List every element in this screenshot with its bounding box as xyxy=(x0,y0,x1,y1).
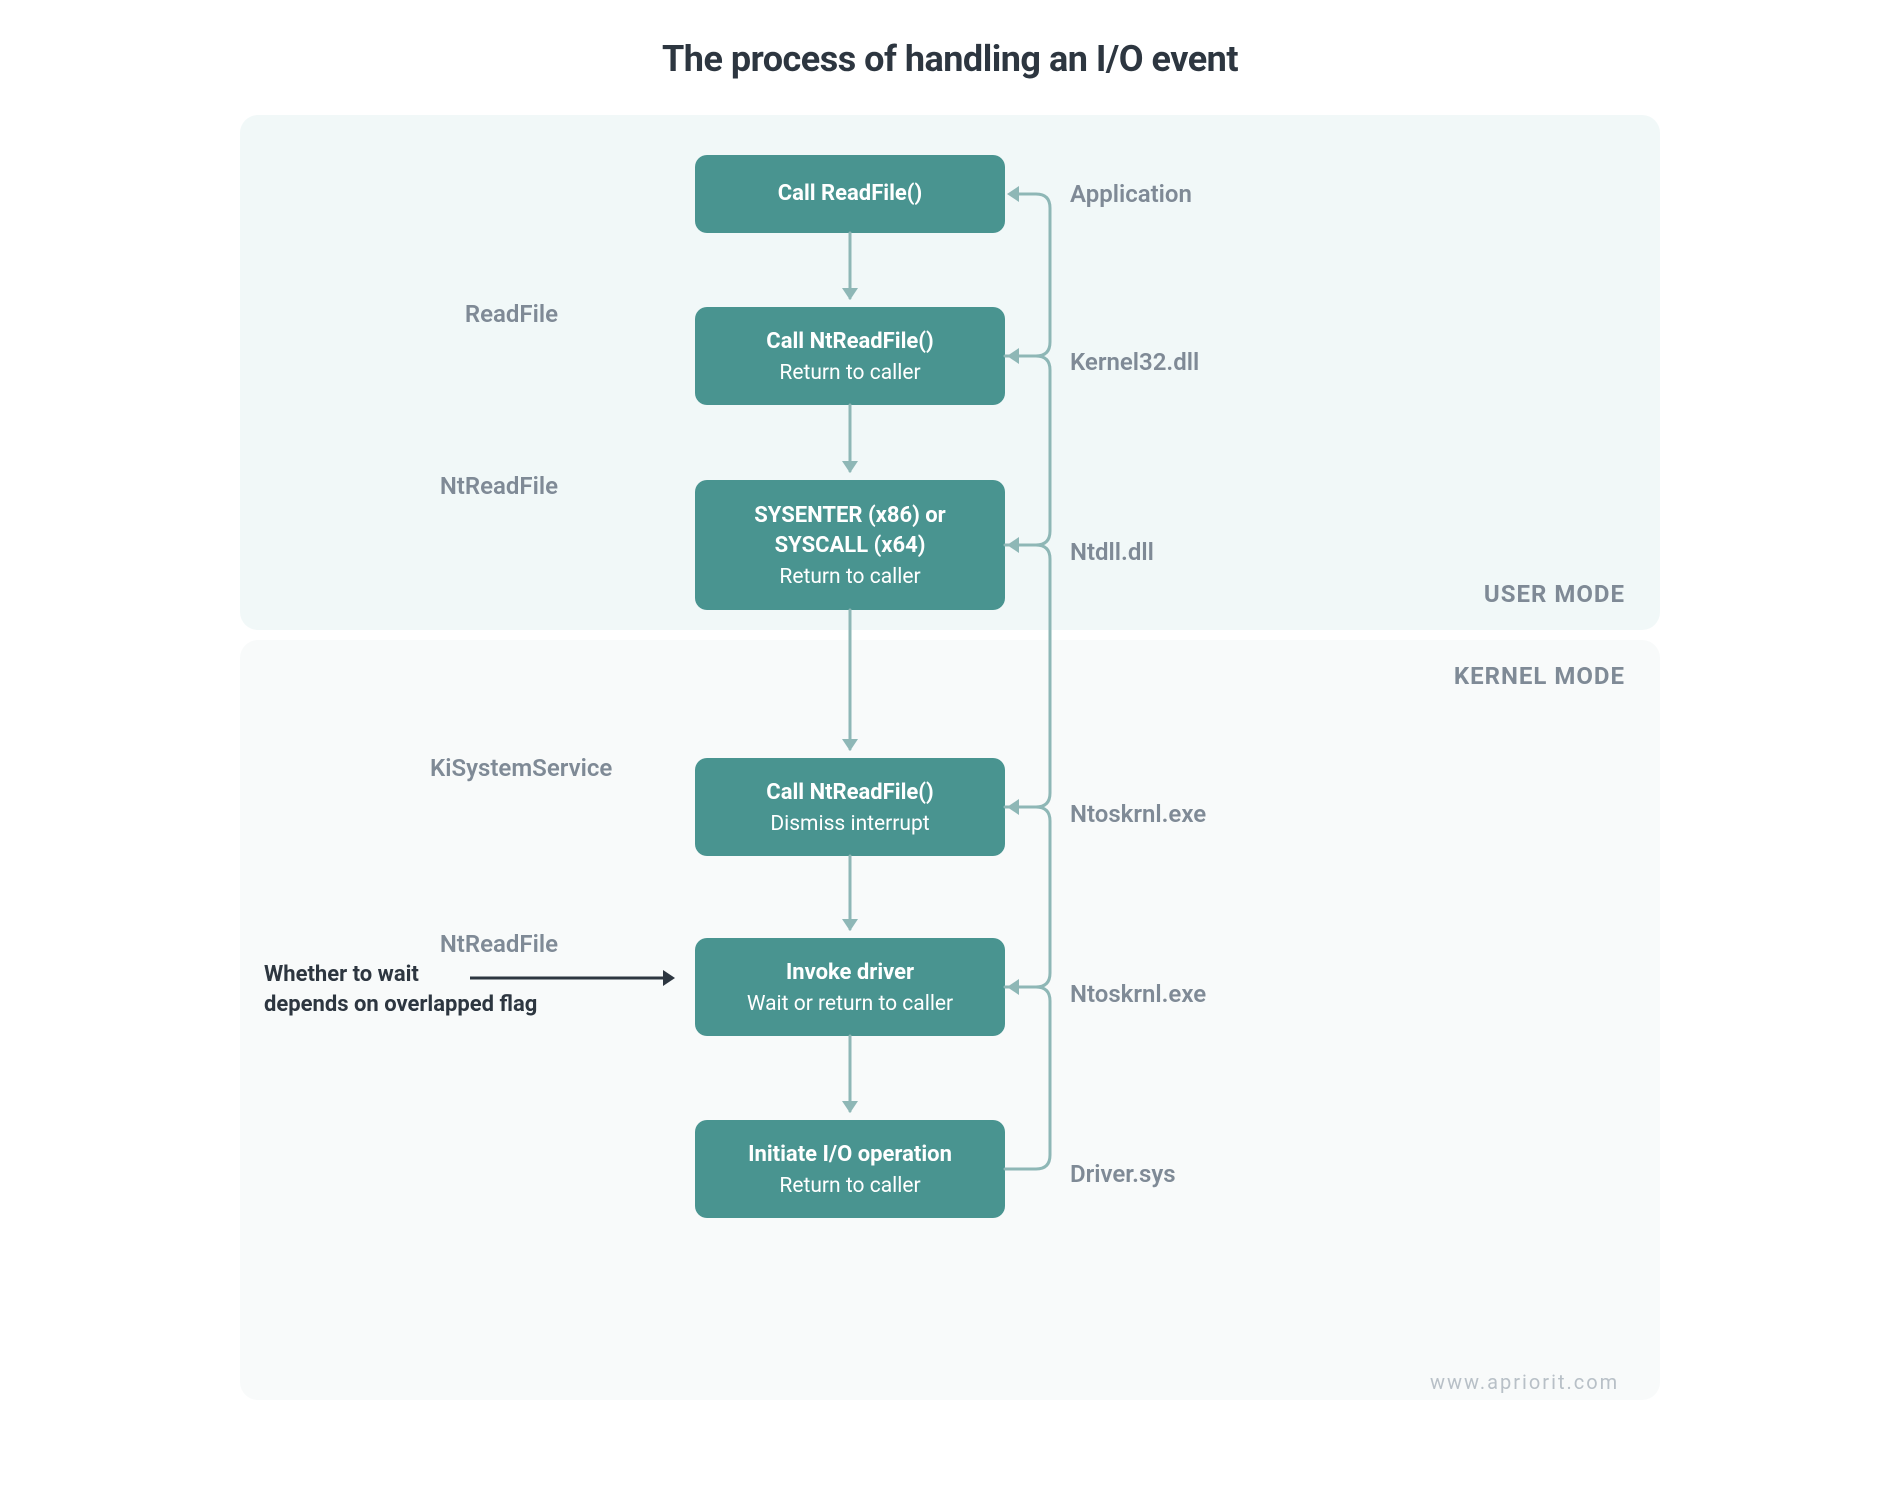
flow-node-n3: SYSENTER (x86) orSYSCALL (x64) Return to … xyxy=(695,480,1005,610)
left-label-0: ReadFile xyxy=(465,300,558,328)
left-label-2: KiSystemService xyxy=(430,754,612,782)
panel-user-label: USER MODE xyxy=(1484,580,1625,608)
flow-node-n4: Call NtReadFile() Dismiss interrupt xyxy=(695,758,1005,856)
note-line-1: Whether to wait xyxy=(264,962,419,987)
panel-kernel-label: KERNEL MODE xyxy=(1454,662,1625,690)
right-label-4: Ntoskrnl.exe xyxy=(1070,980,1206,1008)
node-title: Call ReadFile() xyxy=(778,179,922,209)
right-label-5: Driver.sys xyxy=(1070,1160,1176,1188)
diagram-title: The process of handling an I/O event xyxy=(0,38,1900,80)
node-subtitle: Return to caller xyxy=(779,361,920,385)
note-line-2: depends on overlapped flag xyxy=(264,992,537,1017)
flow-node-n2: Call NtReadFile() Return to caller xyxy=(695,307,1005,405)
right-label-1: Kernel32.dll xyxy=(1070,348,1199,376)
watermark: www.apriorit.com xyxy=(1430,1370,1619,1394)
left-label-3: NtReadFile xyxy=(440,930,558,958)
flow-node-n1: Call ReadFile() xyxy=(695,155,1005,233)
node-title: Invoke driver xyxy=(786,958,914,988)
node-subtitle: Wait or return to caller xyxy=(747,992,953,1016)
right-label-3: Ntoskrnl.exe xyxy=(1070,800,1206,828)
node-title: Call NtReadFile() xyxy=(766,778,933,808)
right-label-2: Ntdll.dll xyxy=(1070,538,1154,566)
right-label-0: Application xyxy=(1070,180,1192,208)
node-subtitle: Return to caller xyxy=(779,1174,920,1198)
node-title: SYSENTER (x86) orSYSCALL (x64) xyxy=(754,501,946,560)
flow-node-n6: Initiate I/O operation Return to caller xyxy=(695,1120,1005,1218)
left-label-1: NtReadFile xyxy=(440,472,558,500)
flow-node-n5: Invoke driver Wait or return to caller xyxy=(695,938,1005,1036)
node-subtitle: Return to caller xyxy=(779,565,920,589)
node-title: Initiate I/O operation xyxy=(748,1140,952,1170)
node-title: Call NtReadFile() xyxy=(766,327,933,357)
node-subtitle: Dismiss interrupt xyxy=(770,812,929,836)
